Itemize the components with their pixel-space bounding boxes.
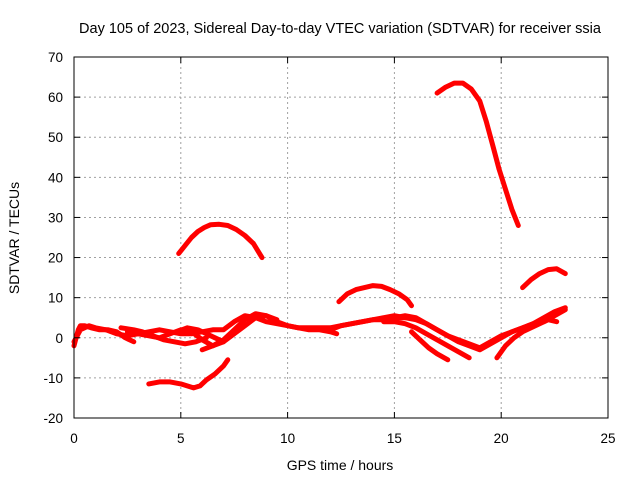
- y-tick-label: 30: [48, 210, 63, 225]
- y-tick-label: 70: [48, 50, 63, 65]
- y-tick-label: -10: [43, 371, 63, 386]
- plot-frame: [73, 56, 609, 419]
- y-tick-label: 40: [48, 170, 63, 185]
- series-arc-late-recover: [494, 317, 560, 361]
- chart-title: Day 105 of 2023, Sidereal Day-to-day VTE…: [79, 21, 602, 37]
- x-tick-label: 15: [387, 431, 402, 446]
- x-axis-label: GPS time / hours: [287, 457, 394, 473]
- series-arc-end-17: [520, 266, 568, 291]
- x-tick-label: 0: [70, 431, 78, 446]
- grid: [74, 57, 608, 418]
- x-tick-label: 25: [600, 431, 615, 446]
- series-arc-hump-13: [336, 283, 414, 309]
- y-tick-label: 0: [55, 331, 63, 346]
- y-tick-label: 20: [48, 251, 63, 266]
- plot-series: [71, 80, 568, 391]
- series-arc-early-band-2: [118, 325, 209, 347]
- series-arc-late-drop: [409, 329, 451, 363]
- y-axis-label: SDTVAR / TECUs: [6, 182, 22, 294]
- x-tick-label: 10: [280, 431, 295, 446]
- y-tick-label: -20: [43, 411, 63, 426]
- series-arc-hump-20: [176, 221, 265, 261]
- x-tick-label: 20: [494, 431, 509, 446]
- series-arc-peak-63: [434, 80, 521, 228]
- y-tick-label: 50: [48, 130, 63, 145]
- series-arc-low-dip: [146, 357, 231, 391]
- axis-ticks: 0 5 10 15 20 25 -20 -10 0 10 20 30 40 50 60 70: [43, 50, 615, 446]
- series-arc-late-band-2: [381, 319, 472, 361]
- y-tick-label: 60: [48, 90, 63, 105]
- y-tick-label: 10: [48, 291, 63, 306]
- series-arc-late-band-3: [391, 305, 568, 351]
- x-tick-label: 5: [177, 431, 185, 446]
